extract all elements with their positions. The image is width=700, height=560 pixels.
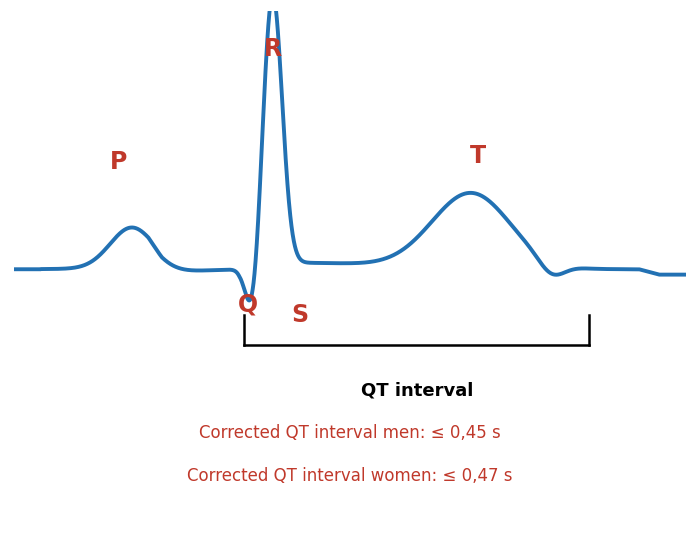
Text: R: R	[264, 37, 282, 61]
Text: Q: Q	[238, 292, 258, 316]
Text: Corrected QT interval men: ≤ 0,45 s: Corrected QT interval men: ≤ 0,45 s	[199, 424, 501, 442]
Text: S: S	[291, 303, 308, 327]
Text: P: P	[109, 150, 127, 174]
Text: Corrected QT interval women: ≤ 0,47 s: Corrected QT interval women: ≤ 0,47 s	[188, 467, 512, 485]
Text: QT interval: QT interval	[361, 381, 473, 399]
Text: T: T	[470, 144, 486, 169]
